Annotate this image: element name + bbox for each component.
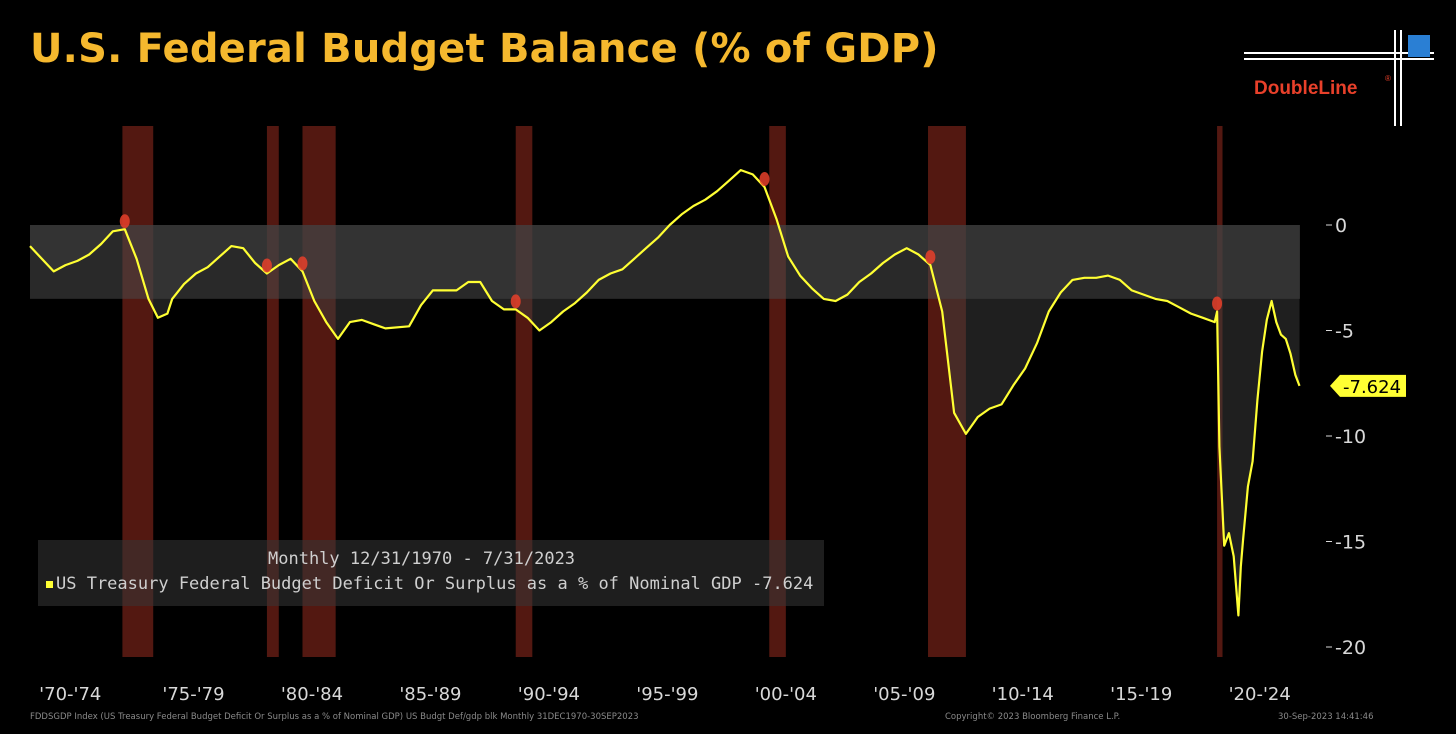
recession-marker bbox=[510, 294, 521, 309]
x-tick-label: '70-'74 bbox=[39, 684, 101, 705]
x-tick-label: '95-'99 bbox=[636, 684, 698, 705]
series-line-layer bbox=[29, 169, 1301, 617]
x-tick-label: '05-'09 bbox=[873, 684, 935, 705]
last-value-badge: -7.624 bbox=[1330, 374, 1406, 398]
y-tick-label: -10 bbox=[1335, 426, 1366, 448]
chart-title: U.S. Federal Budget Balance (% of GDP) bbox=[30, 26, 939, 72]
x-tick-label: '00-'04 bbox=[755, 684, 817, 705]
recession-marker bbox=[261, 258, 272, 273]
recession-marker bbox=[1212, 296, 1223, 311]
recession-marker bbox=[119, 214, 130, 229]
logo-brand-text: DoubleLine bbox=[1254, 78, 1358, 99]
y-tick-label: -5 bbox=[1335, 321, 1354, 343]
last-value-label: -7.624 bbox=[1343, 377, 1401, 398]
y-tick-label: -20 bbox=[1335, 637, 1366, 659]
legend-entry: US Treasury Federal Budget Deficit Or Su… bbox=[46, 574, 813, 594]
legend: Monthly 12/31/1970 - 7/31/2023 US Treasu… bbox=[38, 540, 824, 606]
legend-period: Monthly 12/31/1970 - 7/31/2023 bbox=[268, 549, 576, 569]
logo-square-icon bbox=[1408, 35, 1430, 57]
x-tick-label: '90-'94 bbox=[518, 684, 580, 705]
y-tick-label: -15 bbox=[1335, 532, 1366, 554]
recession-marker bbox=[925, 250, 936, 265]
recession-marker bbox=[759, 172, 770, 187]
legend-swatch bbox=[46, 580, 53, 588]
logo-registered-mark: ® bbox=[1385, 74, 1391, 83]
deficit-shade bbox=[30, 225, 1300, 616]
x-tick-label: '85-'89 bbox=[399, 684, 461, 705]
recession-band bbox=[266, 126, 279, 657]
recession-marker bbox=[297, 256, 308, 271]
footer-timestamp: 30-Sep-2023 14:41:46 bbox=[1278, 712, 1374, 722]
x-axis: '70-'74 '75-'79 '80-'84 '85-'89 '90-'94 '95-'… bbox=[39, 684, 1291, 705]
series-line bbox=[29, 169, 1301, 617]
y-axis: 0 -5 -10 -15 -20 bbox=[1326, 215, 1366, 659]
x-tick-label: '80-'84 bbox=[281, 684, 343, 705]
y-tick-label: 0 bbox=[1335, 215, 1347, 237]
doubleline-logo: DoubleLine ® bbox=[1244, 30, 1434, 126]
last-value-badge-bg bbox=[1330, 374, 1406, 397]
x-tick-label: '15-'19 bbox=[1110, 684, 1172, 705]
x-tick-label: '20-'24 bbox=[1229, 684, 1291, 705]
footer-copyright: Copyright© 2023 Bloomberg Finance L.P. bbox=[945, 712, 1121, 722]
legend-entry-text: US Treasury Federal Budget Deficit Or Su… bbox=[56, 574, 814, 594]
deficit-area bbox=[30, 225, 1300, 616]
footer-source: FDDSGDP Index (US Treasury Federal Budge… bbox=[30, 712, 639, 722]
x-tick-label: '10-'14 bbox=[992, 684, 1054, 705]
x-tick-label: '75-'79 bbox=[162, 684, 224, 705]
